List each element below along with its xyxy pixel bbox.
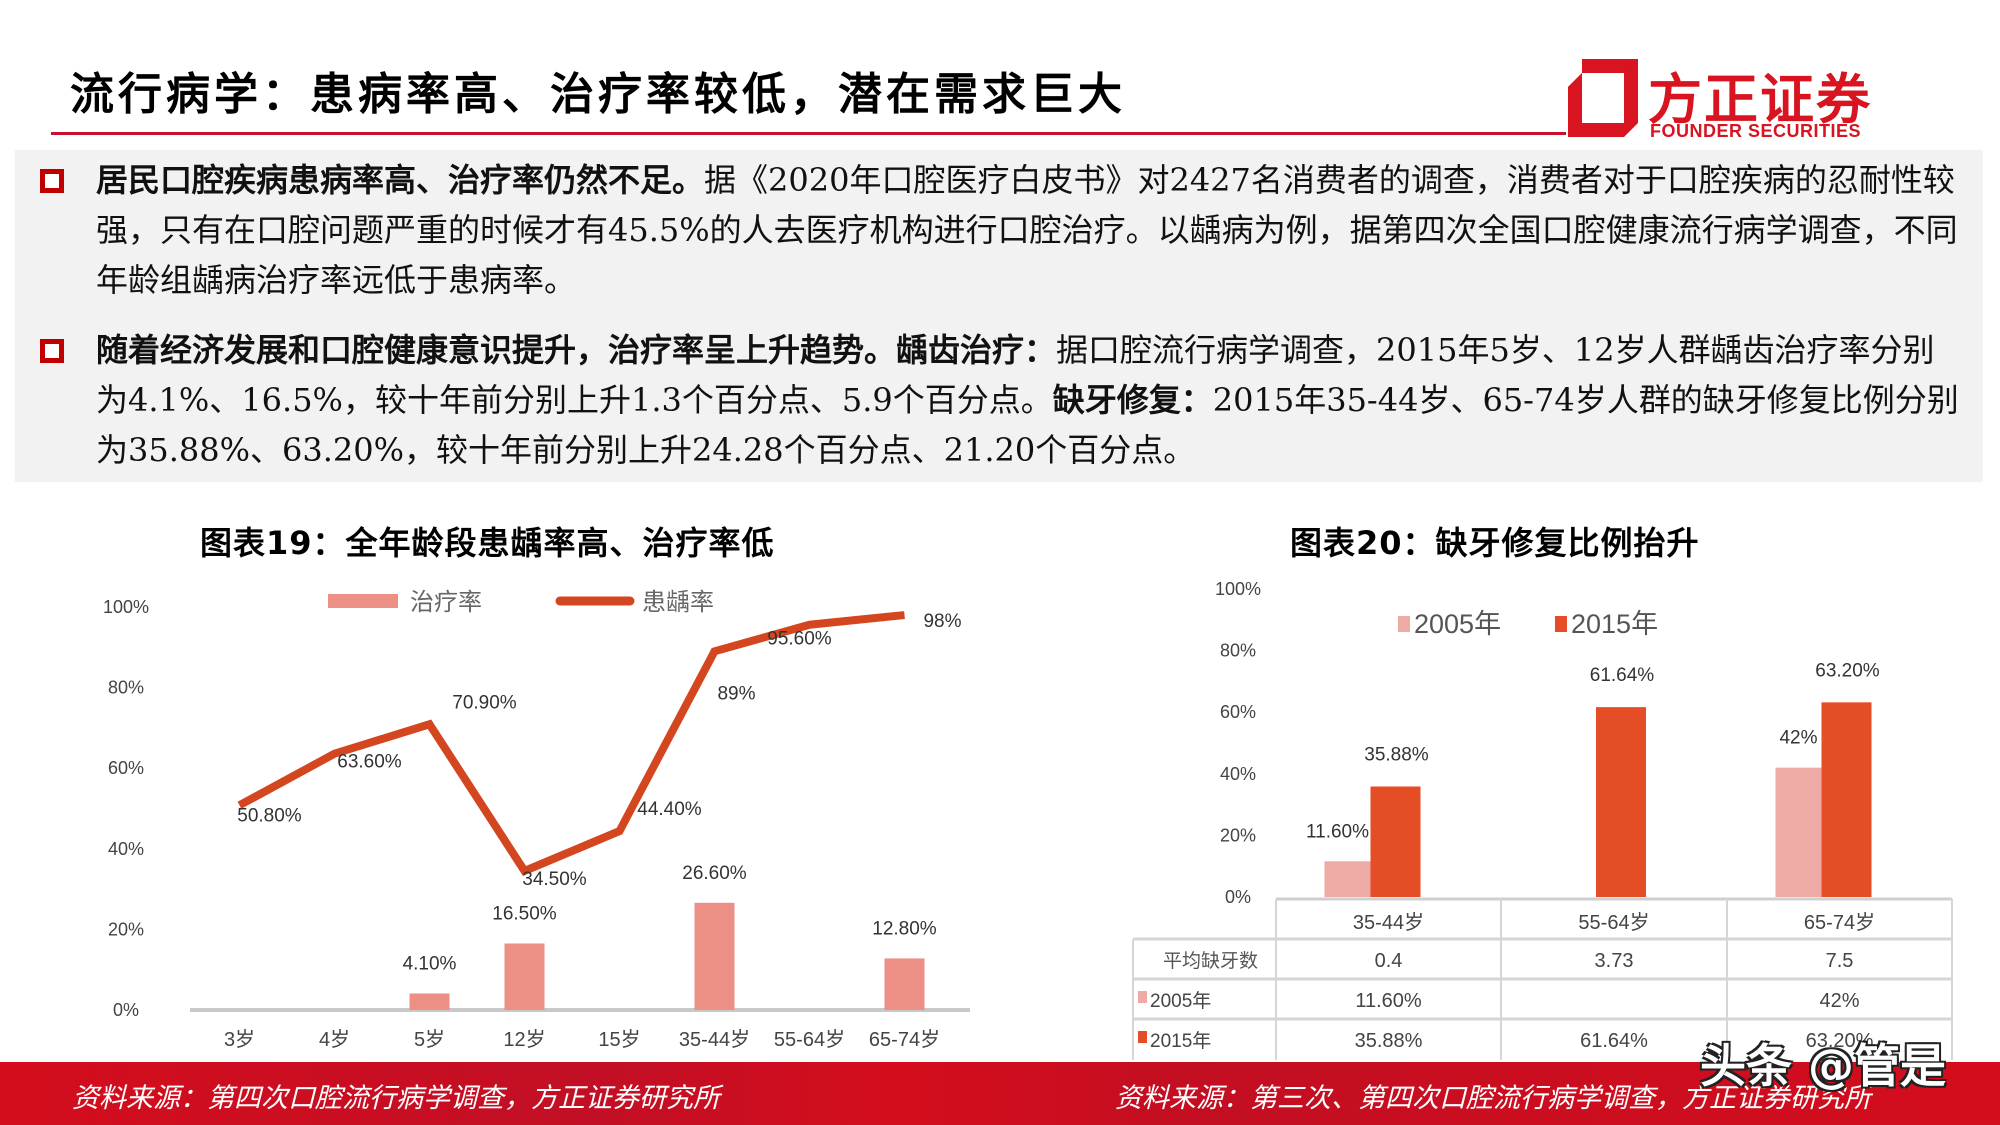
line-value-label: 89% [717, 683, 755, 704]
bullet-1-heading: 居民口腔疾病患病率高、治疗率仍然不足。 [96, 161, 705, 199]
x-tick-label: 12岁 [503, 1028, 545, 1051]
source-footer: 资料来源：第四次口腔流行病学调查，方正证券研究所 资料来源：第三次、第四次口腔流… [0, 1062, 2000, 1125]
chart-19-source: 资料来源：第四次口腔流行病学调查，方正证券研究所 [72, 1083, 720, 1114]
y-tick-label: 0% [113, 1000, 139, 1020]
x-tick-label: 35-44岁 [679, 1028, 750, 1051]
x-tick-label: 15岁 [598, 1028, 640, 1051]
square-bullet-icon [40, 339, 64, 363]
y-tick-label: 60% [1220, 702, 1256, 722]
line-value-label: 98% [923, 611, 961, 632]
y-tick-label: 100% [103, 597, 149, 617]
title-divider [51, 132, 1566, 135]
x-tick-label: 65-74岁 [869, 1028, 940, 1051]
y-tick-label: 20% [108, 919, 144, 939]
table-cell: 0.4 [1375, 950, 1403, 972]
bar-2015 [1596, 707, 1646, 897]
treatment-rate-bar [694, 902, 735, 1010]
summary-box [15, 150, 1983, 482]
table-cell: 63.20% [1806, 1030, 1874, 1052]
bar-value-label: 11.60% [1306, 821, 1369, 842]
watermark: 头条 @管是 [1700, 1039, 1947, 1093]
treatment-rate-bar [884, 958, 925, 1010]
line-value-label: 63.60% [337, 752, 402, 773]
founder-securities-logo: 方正证券 FOUNDER SECURITIES [1568, 55, 1908, 145]
legend-label-caries: 患龋率 [642, 589, 714, 616]
logo-english-text: FOUNDER SECURITIES [1650, 121, 1862, 141]
bullet-point-1: 居民口腔疾病患病率高、治疗率仍然不足。据《2020年口腔医疗白皮书》对2427名… [40, 155, 1960, 305]
chart-20-denture-repair: 0% 20% 40% 60% 80% 100% 11.60% 35.88% 61.64% 42% 6… [1132, 579, 1953, 1060]
table-cell: 11.60% [1355, 990, 1422, 1012]
table-row-label: 平均缺牙数 [1163, 950, 1258, 972]
bar-value-label: 4.10% [403, 953, 457, 974]
bar-2015 [1821, 702, 1872, 897]
chart-20-title: 图表20：缺牙修复比例抬升 [1290, 524, 1700, 562]
table-row-label: 2005年 [1150, 990, 1211, 1012]
legend-label-2005: 2005年 [1414, 609, 1501, 639]
bullet-point-2: 随着经济发展和口腔健康意识提升，治疗率呈上升趋势。龋齿治疗：据口腔流行病学调查，… [40, 325, 1960, 475]
square-bullet-icon [40, 169, 64, 193]
legend-swatch-treatment [328, 594, 398, 608]
x-tick-label: 55-64岁 [774, 1028, 845, 1051]
bar-value-label: 12.80% [872, 918, 937, 939]
table-legend-swatch [1138, 1031, 1147, 1043]
bar-2005 [1324, 861, 1371, 897]
legend-label-treatment: 治疗率 [410, 589, 482, 616]
table-legend-swatch [1138, 991, 1147, 1003]
y-tick-label: 100% [1215, 579, 1261, 599]
treatment-rate-bar [504, 943, 545, 1010]
x-tick-label: 3岁 [224, 1028, 255, 1051]
bar-value-label: 16.50% [492, 904, 557, 925]
table-header-cell: 65-74岁 [1804, 911, 1875, 934]
y-tick-label: 40% [108, 839, 144, 859]
line-value-label: 44.40% [637, 799, 702, 820]
table-row-label: 2015年 [1150, 1030, 1211, 1052]
y-tick-label: 0% [1225, 887, 1251, 907]
y-tick-label: 80% [1220, 641, 1256, 661]
bullet-2-subheading-repair: 缺牙修复： [1052, 381, 1213, 419]
table-header-cell: 35-44岁 [1353, 911, 1424, 934]
bar-2005 [1775, 767, 1822, 897]
table-cell: 3.73 [1595, 950, 1634, 972]
chart-20-source: 资料来源：第三次、第四次口腔流行病学调查，方正证券研究所 [1115, 1083, 1871, 1114]
bullet-2-heading: 随着经济发展和口腔健康意识提升，治疗率呈上升趋势。 [96, 331, 897, 369]
logo-chinese-text: 方正证券 [1648, 68, 1872, 131]
y-tick-label: 40% [1220, 764, 1256, 784]
chart-19-caries-treatment: 0% 20% 40% 60% 80% 100% 4.10% 16.50% 26.60% 12.80… [103, 589, 970, 1051]
x-tick-label: 5岁 [414, 1028, 445, 1051]
legend-swatch-2015 [1555, 616, 1567, 632]
treatment-rate-bar [409, 993, 450, 1010]
bar-2015 [1370, 786, 1421, 897]
x-tick-label: 4岁 [319, 1028, 350, 1051]
line-value-label: 50.80% [237, 805, 302, 826]
caries-rate-line [237, 611, 905, 876]
table-header-cell: 55-64岁 [1578, 911, 1649, 934]
bullet-2-body-repair: 2015年35-44岁、65-74岁人群的缺牙修复比例分别为35.88%、63.… [96, 381, 1959, 469]
bullet-2-subheading-caries: 龋齿治疗： [896, 331, 1057, 369]
line-value-label: 95.60% [767, 629, 832, 650]
line-value-label: 34.50% [522, 869, 587, 890]
table-cell: 61.64% [1580, 1030, 1648, 1052]
bar-value-label: 63.20% [1815, 660, 1880, 681]
legend-label-2015: 2015年 [1571, 609, 1658, 639]
bar-value-label: 61.64% [1590, 665, 1655, 686]
table-cell: 7.5 [1826, 950, 1854, 972]
y-tick-label: 80% [108, 678, 144, 698]
bullet-2-body-caries: 据口腔流行病学调查，2015年5岁、12岁人群龋齿治疗率分别为4.1%、16.5… [96, 331, 1935, 419]
bullet-1-body: 据《2020年口腔医疗白皮书》对2427名消费者的调查，消费者对于口腔疾病的忍耐… [96, 161, 1958, 299]
legend-swatch-2005 [1398, 616, 1410, 632]
y-tick-label: 60% [108, 758, 144, 778]
bar-value-label: 35.88% [1364, 744, 1429, 765]
page-title: 流行病学：患病率高、治疗率较低，潜在需求巨大 [70, 69, 1126, 120]
bar-value-label: 42% [1779, 728, 1817, 749]
table-cell: 42% [1819, 990, 1859, 1012]
table-cell: 35.88% [1355, 1030, 1423, 1052]
y-tick-label: 20% [1220, 825, 1256, 845]
line-value-label: 70.90% [452, 692, 517, 713]
chart-19-title: 图表19：全年龄段患龋率高、治疗率低 [200, 524, 775, 562]
bar-value-label: 26.60% [682, 863, 747, 884]
logo-mark-icon [1568, 59, 1638, 137]
